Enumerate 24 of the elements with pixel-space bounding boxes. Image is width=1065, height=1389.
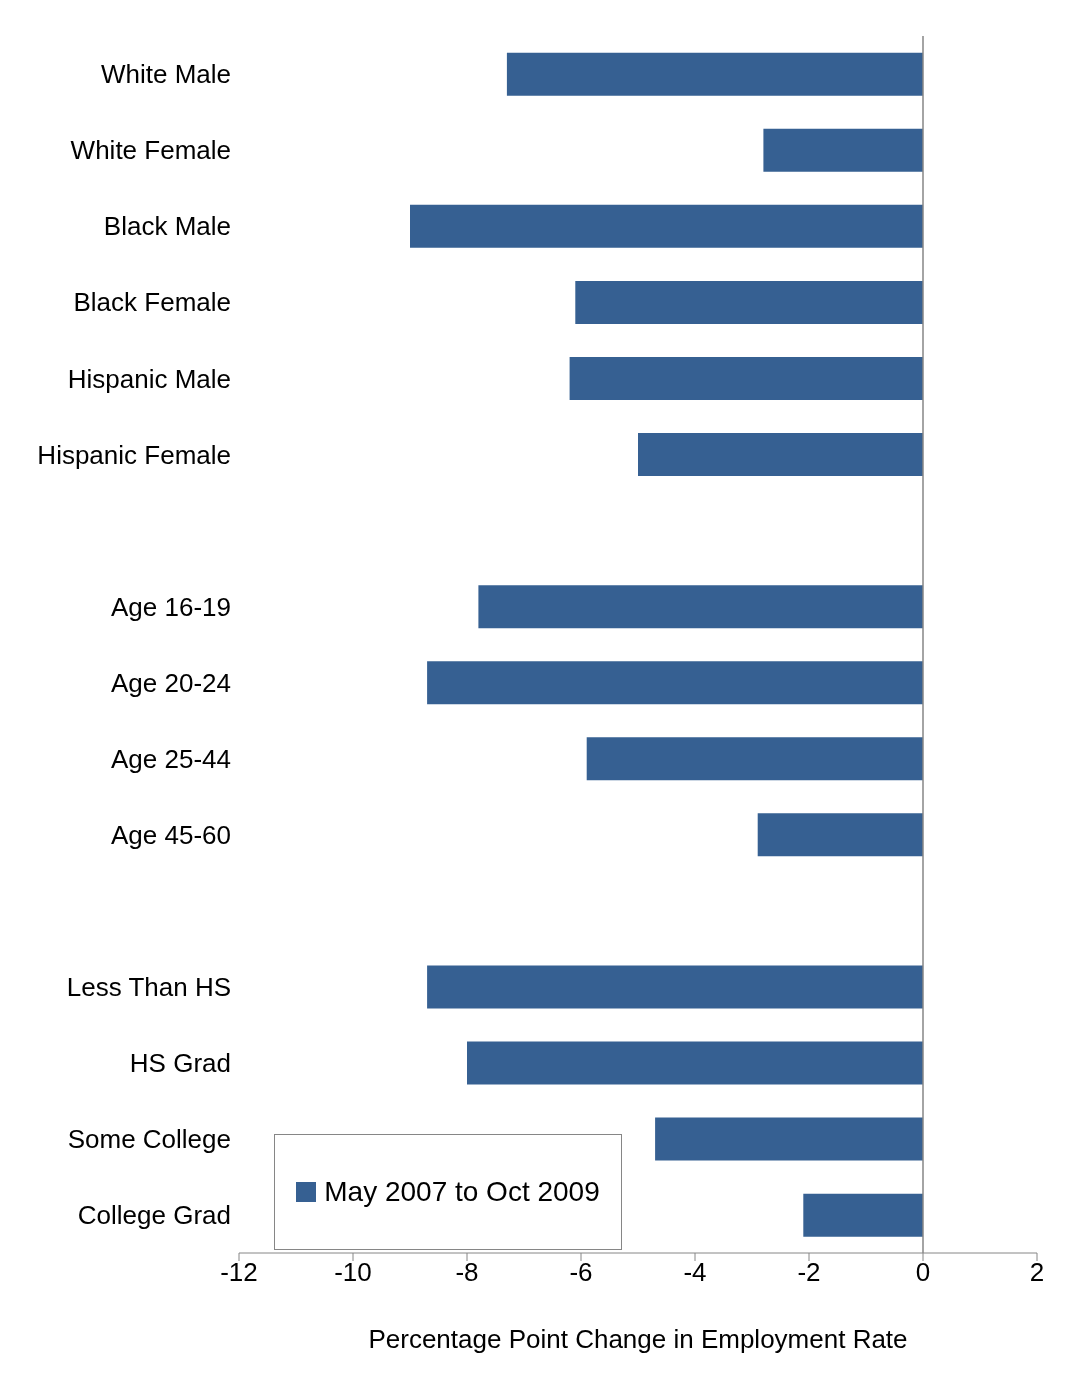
y-tick-label: Age 20-24 (111, 667, 231, 698)
x-tick-label: -8 (455, 1257, 479, 1288)
y-tick-label: Age 25-44 (111, 743, 231, 774)
y-tick-label: Hispanic Male (67, 363, 231, 394)
x-tick-label: -6 (569, 1257, 593, 1288)
x-tick-label: -10 (334, 1257, 372, 1288)
y-tick-label: College Grad (77, 1200, 231, 1231)
y-tick-label: Some College (67, 1124, 231, 1155)
x-tick-label: -2 (797, 1257, 821, 1288)
y-tick-label: Less Than HS (66, 972, 231, 1003)
y-tick-label: Black Male (103, 211, 231, 242)
x-axis-title: Percentage Point Change in Employment Rate (368, 1324, 908, 1354)
y-tick-label: HS Grad (129, 1048, 231, 1079)
x-tick-label: -12 (220, 1257, 258, 1288)
x-tick-label: 2 (1029, 1257, 1045, 1288)
x-tick-label: -4 (683, 1257, 707, 1288)
y-tick-label: Age 45-60 (111, 819, 231, 850)
y-tick-label: Black Female (73, 287, 231, 318)
legend-label: May 2007 to Oct 2009 (324, 1176, 600, 1208)
x-tick-label: 0 (915, 1257, 931, 1288)
y-tick-label: White Female (70, 135, 231, 166)
y-tick-label: White Male (100, 59, 231, 90)
y-tick-label: Age 16-19 (111, 591, 231, 622)
y-tick-label: Hispanic Female (37, 439, 231, 470)
